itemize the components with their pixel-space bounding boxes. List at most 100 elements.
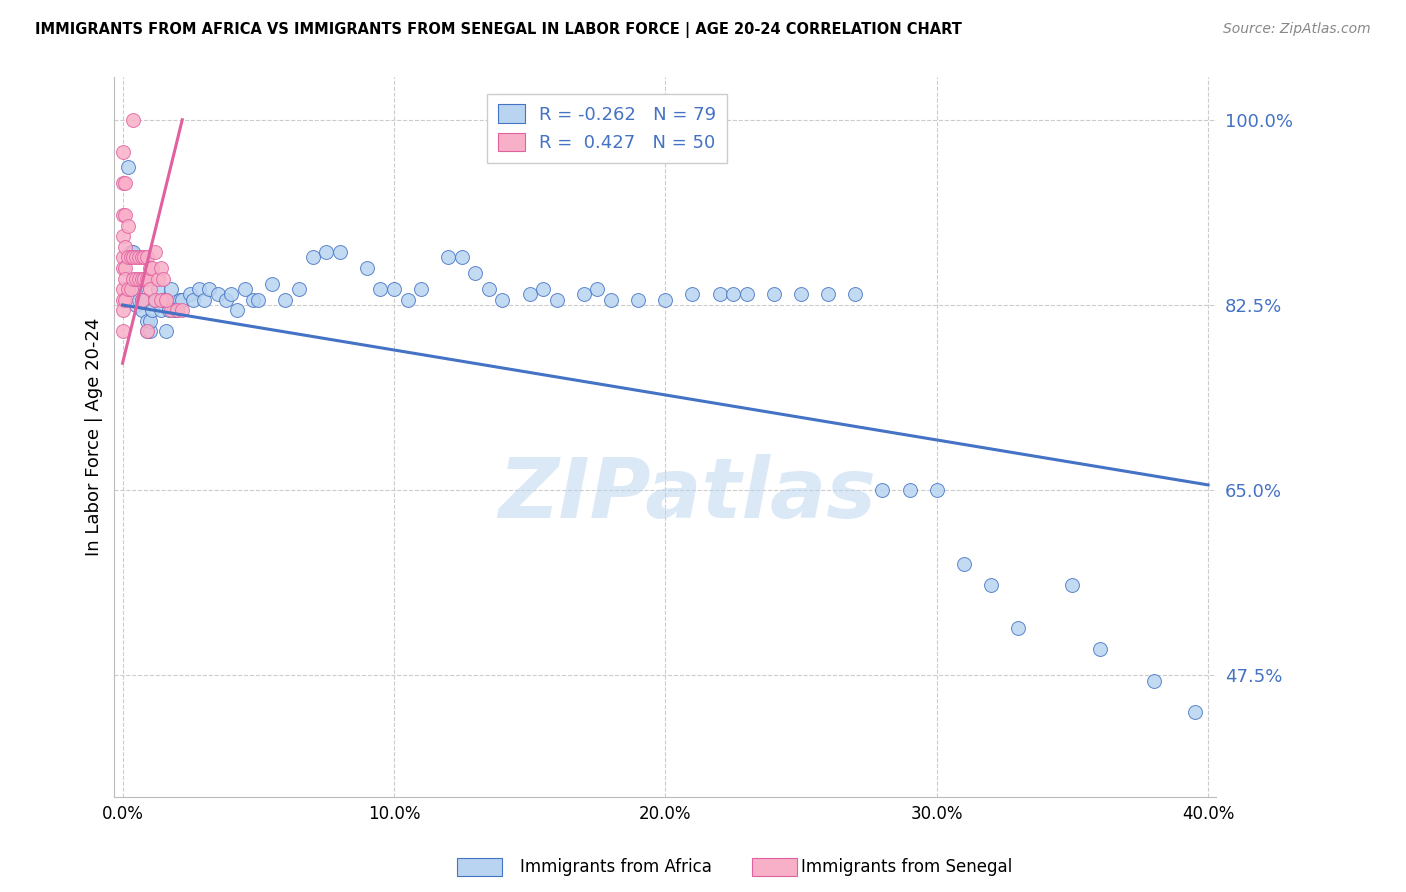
Point xyxy=(1143,673,1166,688)
Point xyxy=(198,282,221,296)
Point xyxy=(114,240,136,254)
Point xyxy=(122,271,145,285)
Point xyxy=(169,293,191,307)
Point xyxy=(138,260,160,275)
Point xyxy=(114,260,136,275)
Point xyxy=(122,112,145,127)
Point xyxy=(111,176,134,190)
Point xyxy=(1088,642,1111,657)
Point xyxy=(131,293,153,307)
Text: ZIPatlas: ZIPatlas xyxy=(499,454,876,535)
Point xyxy=(128,251,150,265)
Point xyxy=(654,293,676,307)
Point xyxy=(735,287,758,301)
Point xyxy=(111,229,134,244)
Point xyxy=(152,271,174,285)
Point xyxy=(122,245,145,260)
Point xyxy=(146,282,169,296)
Point xyxy=(166,303,188,318)
Legend: R = -0.262   N = 79, R =  0.427   N = 50: R = -0.262 N = 79, R = 0.427 N = 50 xyxy=(486,94,727,163)
Point xyxy=(274,293,297,307)
Point xyxy=(114,271,136,285)
Y-axis label: In Labor Force | Age 20-24: In Labor Force | Age 20-24 xyxy=(86,318,103,557)
Point xyxy=(143,293,166,307)
Text: Immigrants from Senegal: Immigrants from Senegal xyxy=(801,858,1012,876)
Point xyxy=(1062,578,1084,592)
Point xyxy=(627,293,650,307)
Point xyxy=(117,251,139,265)
Point xyxy=(111,293,134,307)
Point xyxy=(172,303,194,318)
Point xyxy=(233,282,256,296)
Point xyxy=(157,303,180,318)
Point xyxy=(166,303,188,318)
Point xyxy=(980,578,1002,592)
Point xyxy=(163,303,186,318)
Point xyxy=(125,271,148,285)
Point xyxy=(844,287,866,301)
Point xyxy=(111,303,134,318)
Point xyxy=(136,271,159,285)
Point xyxy=(138,325,160,339)
Point xyxy=(120,245,142,260)
Text: Source: ZipAtlas.com: Source: ZipAtlas.com xyxy=(1223,22,1371,37)
Point xyxy=(134,251,156,265)
Point xyxy=(120,282,142,296)
Point xyxy=(155,293,177,307)
Point xyxy=(898,483,921,498)
Point xyxy=(187,282,209,296)
Point xyxy=(114,208,136,222)
Point xyxy=(111,325,134,339)
Point xyxy=(409,282,432,296)
Point xyxy=(315,245,337,260)
Point xyxy=(396,293,419,307)
Point xyxy=(546,293,568,307)
Point xyxy=(136,251,159,265)
Point xyxy=(134,271,156,285)
Point xyxy=(572,287,595,301)
Point xyxy=(155,325,177,339)
Point xyxy=(464,266,486,280)
Point xyxy=(114,293,136,307)
Point xyxy=(382,282,405,296)
Point xyxy=(114,176,136,190)
Point xyxy=(600,293,623,307)
Point xyxy=(125,282,148,296)
Point xyxy=(111,260,134,275)
Point xyxy=(138,314,160,328)
Point xyxy=(120,251,142,265)
Point xyxy=(125,298,148,312)
Point xyxy=(370,282,392,296)
Point xyxy=(136,325,159,339)
Point xyxy=(181,293,204,307)
Point xyxy=(122,251,145,265)
Point xyxy=(586,282,609,296)
Point xyxy=(141,260,163,275)
Point xyxy=(138,282,160,296)
Point xyxy=(128,271,150,285)
Point xyxy=(143,293,166,307)
Point xyxy=(478,282,501,296)
Point xyxy=(131,303,153,318)
Point xyxy=(117,161,139,175)
Point xyxy=(247,293,270,307)
Point xyxy=(301,251,323,265)
Point xyxy=(172,293,194,307)
Point xyxy=(329,245,352,260)
Point xyxy=(125,251,148,265)
Point xyxy=(111,208,134,222)
Point xyxy=(953,558,976,572)
Point xyxy=(134,293,156,307)
Point xyxy=(219,287,242,301)
Point xyxy=(155,293,177,307)
Point xyxy=(141,303,163,318)
Point xyxy=(207,287,229,301)
Point xyxy=(450,251,472,265)
Point xyxy=(288,282,311,296)
Point xyxy=(160,282,183,296)
Point xyxy=(131,271,153,285)
Point xyxy=(491,293,513,307)
Point xyxy=(260,277,283,291)
Point xyxy=(149,293,172,307)
Point xyxy=(1184,706,1206,720)
